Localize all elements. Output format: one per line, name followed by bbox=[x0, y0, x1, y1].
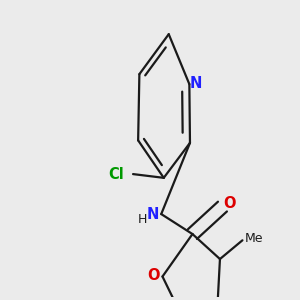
Text: Cl: Cl bbox=[108, 167, 124, 182]
Text: Me: Me bbox=[245, 232, 264, 245]
Text: O: O bbox=[224, 196, 236, 211]
Text: O: O bbox=[147, 268, 159, 284]
Text: N: N bbox=[147, 207, 159, 222]
Text: N: N bbox=[189, 76, 202, 91]
Text: H: H bbox=[138, 213, 147, 226]
